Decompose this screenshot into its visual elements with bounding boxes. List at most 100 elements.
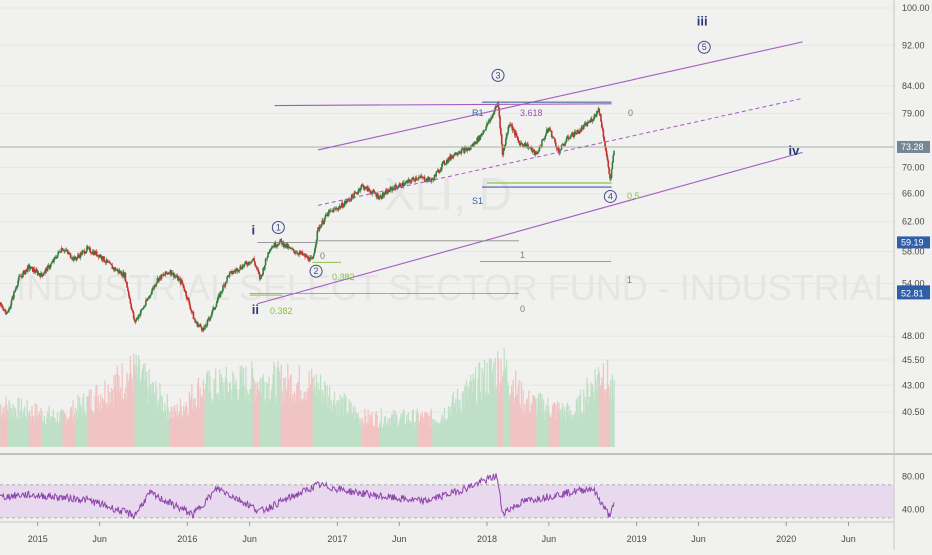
volume-bar-24 — [19, 419, 21, 447]
candle-body-641 — [524, 142, 527, 148]
volume-bar-81 — [65, 425, 68, 447]
volume-bar-571 — [467, 386, 469, 447]
candle-body-668 — [546, 129, 549, 132]
time-axis[interactable]: 2015 Jun 2016 Jun 2017 Jun 2018 Jun 2019 Jun 2020 J… — [28, 522, 856, 544]
volume-bar-422 — [345, 395, 347, 447]
candle-294 — [240, 264, 242, 270]
candle-263 — [214, 306, 217, 310]
candle-199 — [162, 272, 164, 277]
candle-body-482 — [394, 184, 396, 191]
wave-label-2: 1 — [271, 220, 285, 234]
candle-body-536 — [438, 171, 441, 173]
volume-bar-170 — [138, 359, 141, 447]
candle-311 — [254, 260, 256, 268]
candle-539 — [441, 162, 443, 172]
candle-body-97 — [78, 255, 81, 258]
wave-label-6: 5 — [697, 40, 711, 54]
candle-body-460 — [376, 193, 378, 197]
candle-body-586 — [479, 134, 482, 140]
volume-bar-618 — [506, 359, 508, 447]
candle-456 — [373, 188, 375, 194]
volume-bar-627 — [513, 405, 515, 447]
price-marker-label-0: 73.28 — [901, 142, 924, 152]
candle-body-288 — [235, 269, 237, 272]
candle-body-225 — [183, 288, 186, 292]
volume-bar-527 — [431, 425, 433, 447]
volume-bar-131 — [106, 408, 109, 447]
candle-body-332 — [271, 247, 273, 249]
candle-581 — [475, 142, 478, 145]
candle-182 — [148, 295, 151, 300]
candle-57 — [45, 267, 48, 274]
candle-body-472 — [386, 190, 388, 195]
volume-bar-602 — [492, 362, 495, 447]
volume-bar-152 — [124, 393, 126, 447]
candle-body-516 — [422, 177, 424, 179]
candle-498 — [407, 177, 410, 184]
wave-circle-2 — [271, 220, 285, 234]
volume-bar-576 — [471, 392, 473, 447]
candle-126 — [102, 255, 105, 262]
volume-bar-316 — [258, 392, 260, 447]
volume-bar-173 — [141, 371, 143, 447]
candle-body-26 — [20, 276, 23, 277]
candle-body-227 — [185, 291, 187, 297]
volume-bar-648 — [530, 403, 532, 447]
volume-bar-193 — [157, 401, 159, 447]
candle-88 — [71, 258, 73, 262]
volume-bar-394 — [322, 393, 324, 447]
candle-297 — [242, 264, 245, 268]
volume-bar-506 — [414, 421, 416, 447]
candle-177 — [144, 303, 146, 308]
candle-body-605 — [495, 106, 497, 108]
fib-label-05: 0.5 — [627, 191, 640, 201]
price-axis[interactable]: 80.0040.00100.0092.0084.0079.0070.0066.0… — [897, 3, 930, 515]
volume-bar-188 — [153, 392, 155, 447]
volume-bar-307 — [251, 361, 253, 447]
candle-body-74 — [59, 252, 62, 253]
candle-712 — [582, 124, 585, 130]
candle-body-132 — [107, 261, 110, 263]
candle-body-91 — [73, 256, 76, 261]
candle-body-592 — [484, 129, 487, 131]
volume-bar-191 — [155, 387, 158, 447]
volume-bar-421 — [344, 398, 346, 447]
candle-165 — [134, 320, 137, 325]
candle-26 — [20, 273, 23, 279]
candle-533 — [436, 170, 438, 173]
candle-191 — [155, 282, 158, 287]
volume-bar-179 — [146, 371, 148, 447]
candle-body-29 — [22, 270, 25, 273]
candle-body-99 — [80, 252, 82, 256]
candle-482 — [394, 183, 396, 192]
candle-16 — [12, 294, 14, 301]
volume-bar-517 — [423, 422, 425, 447]
candle-body-46 — [36, 271, 39, 275]
candle-651 — [532, 148, 535, 153]
volume-bar-564 — [461, 392, 464, 447]
candle-body-600 — [491, 117, 493, 119]
candle-body-532 — [435, 172, 437, 177]
volume-bar-222 — [181, 417, 183, 447]
volume-bar-364 — [297, 382, 300, 447]
candle-414 — [338, 203, 341, 210]
volume-bar-459 — [375, 411, 377, 447]
candle-body-343 — [280, 238, 282, 242]
candle-body-155 — [126, 281, 128, 288]
candle-body-507 — [414, 177, 417, 181]
volume-bar-319 — [260, 393, 263, 447]
candle-19 — [14, 286, 17, 293]
candle-92 — [74, 255, 77, 261]
volume-bar-214 — [174, 410, 177, 447]
volume-bar-640 — [524, 404, 526, 447]
volume-bar-263 — [215, 368, 217, 447]
candle-158 — [128, 293, 131, 300]
volume-bar-661 — [541, 394, 543, 447]
candle-body-65 — [52, 261, 55, 262]
candle-body-736 — [602, 129, 605, 137]
volume-bar-18 — [14, 407, 16, 447]
candle-684 — [559, 149, 562, 151]
volume-bar-541 — [442, 421, 445, 447]
candle-body-249 — [203, 327, 205, 330]
